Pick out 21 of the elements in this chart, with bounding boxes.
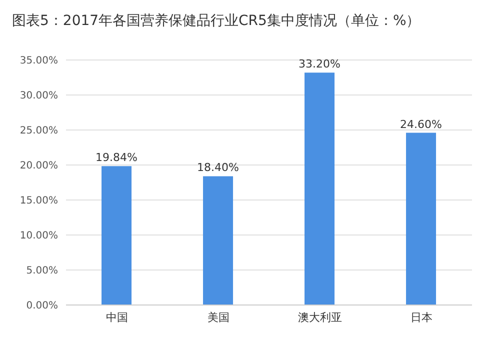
x-tick-label: 美国 — [207, 310, 230, 324]
data-label: 18.40% — [197, 161, 239, 174]
y-tick-label: 0.00% — [26, 300, 58, 312]
y-tick-label: 20.00% — [20, 160, 58, 172]
y-tick-label: 35.00% — [20, 56, 58, 67]
chart-title: 图表5：2017年各国营养保健品行业CR5集中度情况（单位：%） — [11, 12, 422, 31]
data-label: 33.20% — [298, 58, 340, 71]
y-tick-label: 10.00% — [20, 230, 58, 242]
bar — [102, 166, 132, 305]
bar — [203, 176, 234, 305]
bar — [406, 132, 436, 305]
data-label: 19.84% — [96, 151, 138, 164]
bar — [304, 72, 335, 305]
y-tick-label: 5.00% — [26, 266, 58, 277]
x-tick-label: 澳大利亚 — [298, 310, 342, 324]
y-tick-label: 30.00% — [20, 90, 58, 102]
x-tick-label: 中国 — [106, 310, 128, 324]
y-tick-label: 15.00% — [20, 196, 58, 207]
data-label: 24.60% — [400, 118, 442, 131]
x-tick-label: 日本 — [410, 310, 432, 324]
y-tick-label: 25.00% — [20, 126, 58, 137]
